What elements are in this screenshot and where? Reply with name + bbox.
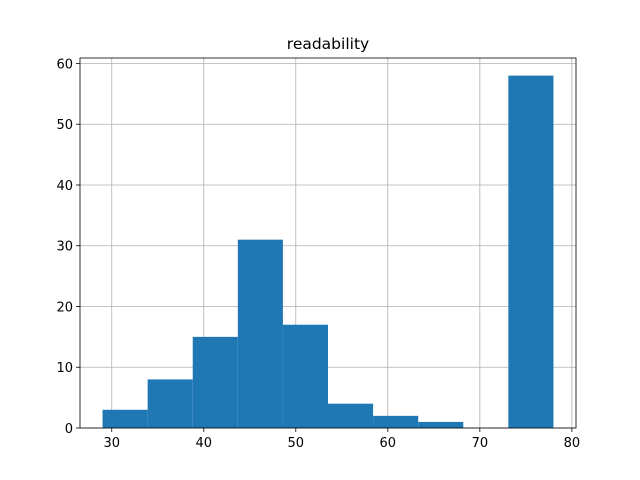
x-tick-label: 80 [564, 436, 581, 451]
y-tick-label: 60 [56, 57, 73, 72]
y-tick-label: 20 [56, 300, 73, 315]
x-tick-label: 30 [103, 436, 120, 451]
bar [282, 324, 328, 428]
x-tick-label: 70 [472, 436, 489, 451]
y-tick-label: 0 [65, 422, 73, 437]
bar [237, 239, 283, 428]
bar [192, 336, 238, 428]
chart-title: readability [287, 35, 369, 53]
bar [508, 75, 554, 428]
bar [328, 403, 374, 428]
bar [418, 421, 464, 428]
y-tick-label: 30 [56, 240, 73, 255]
y-tick-label: 50 [56, 118, 73, 133]
y-tick-label: 40 [56, 179, 73, 194]
bar [102, 409, 148, 428]
y-tick-label: 10 [56, 361, 73, 376]
bar [373, 415, 419, 428]
plot-frame [79, 57, 577, 429]
x-tick-label: 50 [288, 436, 305, 451]
x-tick-label: 60 [380, 436, 397, 451]
bar [147, 379, 193, 428]
x-tick-label: 40 [195, 436, 212, 451]
